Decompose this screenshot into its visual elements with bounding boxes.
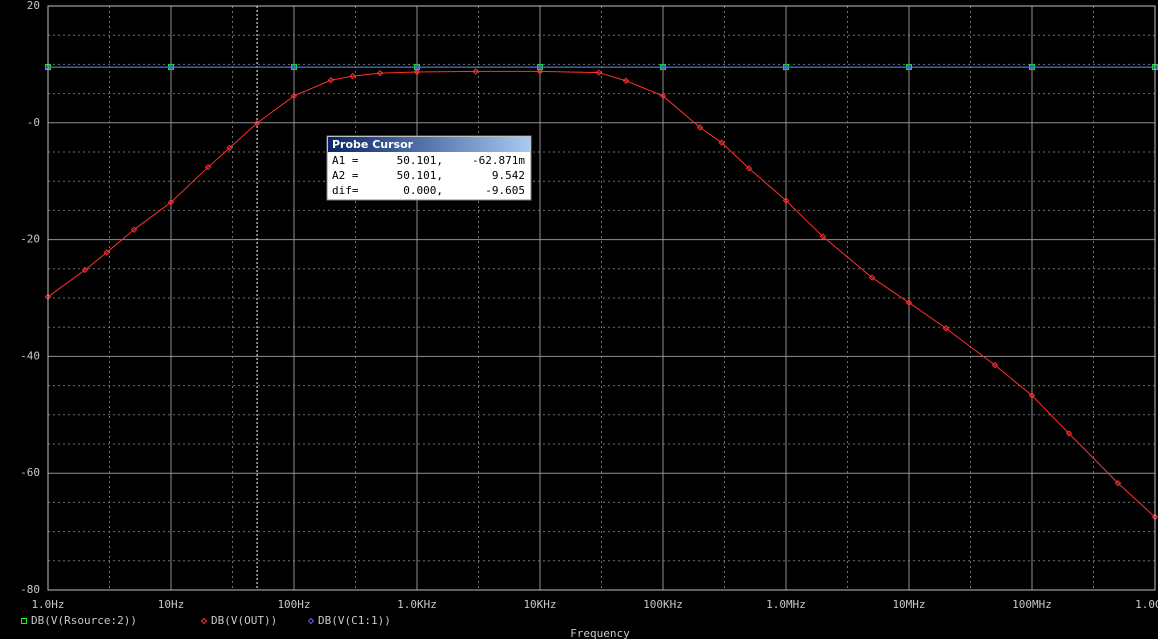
- marker: [413, 63, 421, 71]
- marker: [130, 226, 138, 233]
- marker: [536, 63, 544, 71]
- marker: [536, 68, 544, 75]
- marker: [290, 92, 298, 100]
- marker: [905, 299, 913, 306]
- marker: [204, 163, 212, 171]
- marker: [327, 76, 335, 84]
- x-tick-label: 10KHz: [523, 598, 556, 611]
- marker: [696, 124, 704, 131]
- y-tick-label: -80: [20, 583, 40, 596]
- x-tick-label: 1.0Hz: [31, 598, 64, 611]
- marker: [167, 199, 175, 206]
- marker: [595, 69, 602, 76]
- box-cell: 0.000,: [403, 184, 443, 197]
- marker: [905, 63, 913, 71]
- box-cell: -62.871m: [472, 154, 525, 167]
- legend-label: DB(V(Rsource:2)): [31, 614, 137, 627]
- box-cell: dif=: [332, 184, 359, 197]
- marker: [659, 63, 667, 71]
- y-tick-label: -40: [20, 349, 40, 362]
- x-tick-label: 1.0MHz: [766, 598, 806, 611]
- y-tick-label: 20: [27, 0, 40, 12]
- marker: [413, 68, 421, 76]
- marker: [782, 197, 790, 204]
- marker: [819, 233, 827, 240]
- box-title: Probe Cursor: [332, 138, 414, 151]
- marker: [942, 325, 950, 332]
- box-cell: 50.101,: [397, 169, 443, 182]
- marker: [376, 69, 384, 77]
- marker: [622, 77, 630, 84]
- y-tick-label: -20: [20, 233, 40, 246]
- x-tick-label: 1.0GHz: [1135, 598, 1158, 611]
- legend-marker: [21, 618, 27, 624]
- series-line: [47, 70, 1156, 518]
- marker: [167, 63, 175, 71]
- marker: [718, 139, 725, 146]
- marker: [253, 119, 261, 127]
- x-tick-label: 100KHz: [643, 598, 683, 611]
- marker: [349, 72, 356, 80]
- box-cell: 9.542: [492, 169, 525, 182]
- x-tick-label: 10MHz: [892, 598, 925, 611]
- x-tick-label: 10Hz: [158, 598, 185, 611]
- x-tick-label: 1.0KHz: [397, 598, 437, 611]
- marker: [1028, 63, 1036, 71]
- marker: [991, 361, 999, 369]
- y-tick-label: -60: [20, 466, 40, 479]
- legend-marker: [200, 617, 208, 625]
- marker: [290, 63, 298, 71]
- box-titlebar: [328, 137, 530, 152]
- x-tick-label: 100Hz: [277, 598, 310, 611]
- box-rows: A1 = 50.101, -62.871m A2 = 50.101, 9.542 dif= 0…: [332, 154, 525, 197]
- marker: [868, 274, 876, 281]
- probe-cursor-box: Probe Cursor A1 = 50.101, -62.871m A2 = 50.1…: [326, 135, 532, 201]
- legend-label: DB(V(OUT)): [211, 614, 277, 627]
- marker: [782, 63, 790, 71]
- legend: DB(V(Rsource:2)) DB(V(OUT)) DB(V(C1:1)): [21, 614, 391, 627]
- box-cell: -9.605: [485, 184, 525, 197]
- box-cell: 50.101,: [397, 154, 443, 167]
- marker: [472, 68, 479, 75]
- legend-marker: [307, 617, 315, 625]
- marker: [1028, 392, 1036, 399]
- marker: [1114, 479, 1122, 487]
- marker: [745, 165, 753, 172]
- y-tick-label: -0: [27, 116, 40, 129]
- x-axis-label: Frequency: [570, 627, 630, 639]
- legend-label: DB(V(C1:1)): [318, 614, 391, 627]
- marker: [81, 266, 89, 274]
- marker: [1065, 430, 1073, 437]
- box-cell: A2 =: [332, 169, 359, 182]
- box-cell: A1 =: [332, 154, 359, 167]
- x-tick-label: 100MHz: [1012, 598, 1052, 611]
- marker: [226, 144, 233, 152]
- marker: [103, 249, 110, 256]
- plot-area: [44, 63, 1158, 521]
- plot-frame: [47, 5, 1156, 591]
- marker: [659, 92, 667, 100]
